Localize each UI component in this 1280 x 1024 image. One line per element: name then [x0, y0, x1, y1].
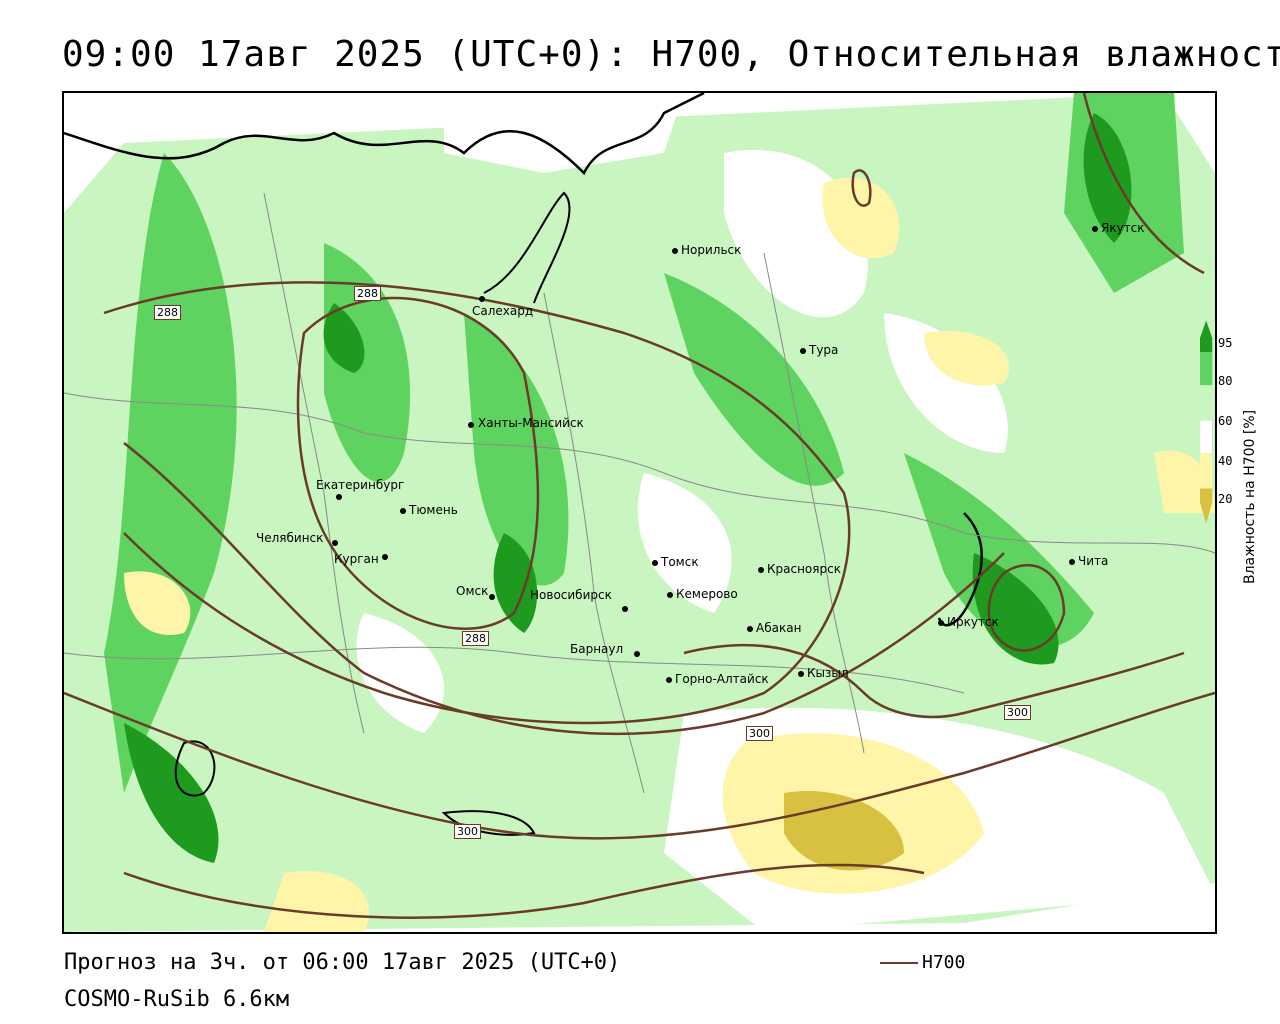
isoline-label: 288	[462, 631, 489, 646]
city-marker	[622, 601, 631, 615]
city-marker: Абакан	[747, 621, 801, 635]
city-marker: Томск	[652, 555, 699, 569]
city-marker: Горно-Алтайск	[666, 672, 769, 686]
city-marker	[336, 489, 345, 503]
isoline-swatch	[880, 962, 918, 964]
city-marker	[479, 291, 488, 305]
legend-title: Влажность на H700 [%]	[1242, 409, 1258, 584]
city-marker: Тюмень	[400, 503, 458, 517]
model-name: COSMO-RuSib 6.6км	[64, 987, 290, 1012]
city-marker: Норильск	[672, 243, 741, 257]
isoline-label: 288	[354, 286, 381, 301]
city-label: Ханты-Мансийск	[478, 416, 584, 430]
humidity-field	[64, 93, 1215, 932]
city-marker	[489, 589, 498, 603]
city-marker: Кемерово	[667, 587, 738, 601]
isoline-label: 300	[1004, 705, 1031, 720]
city-label: Новосибирск	[530, 588, 612, 602]
humidity-legend: 95 80 60 40 20 Влажность на H700 [%]	[1198, 306, 1268, 584]
city-label: Екатеринбург	[316, 478, 405, 492]
city-label: Омск	[456, 584, 489, 598]
city-label: Челябинск	[256, 531, 324, 545]
isoline-label: 288	[154, 305, 181, 320]
city-marker	[332, 535, 341, 549]
city-label: Салехард	[472, 304, 534, 318]
city-label: Курган	[334, 552, 379, 566]
legend-tick: 80	[1218, 374, 1233, 388]
forecast-info: Прогноз на 3ч. от 06:00 17авг 2025 (UTC+…	[64, 950, 621, 975]
map-area: 288 288 288 300 300 300 Якутск Норильск …	[62, 91, 1217, 934]
city-label: Барнаул	[570, 642, 624, 656]
legend-tick: 60	[1218, 414, 1233, 428]
isoline-legend: H700	[880, 952, 965, 973]
city-marker	[634, 646, 643, 660]
legend-tick: 40	[1218, 454, 1233, 468]
city-marker: Чита	[1069, 554, 1108, 568]
city-marker: Тура	[800, 343, 838, 357]
city-marker: Иркутск	[938, 615, 999, 629]
city-marker	[468, 417, 477, 431]
map-title: 09:00 17авг 2025 (UTC+0): H700, Относите…	[62, 34, 1280, 75]
city-marker: Якутск	[1092, 221, 1145, 235]
isoline-label: 300	[746, 726, 773, 741]
city-marker: Красноярск	[758, 562, 841, 576]
legend-tick: 20	[1218, 492, 1233, 506]
legend-tick: 95	[1218, 336, 1233, 350]
city-marker	[382, 549, 391, 563]
legend-colorbar	[1200, 320, 1213, 524]
isoline-label: 300	[454, 824, 481, 839]
city-marker: Кызыл	[798, 666, 849, 680]
